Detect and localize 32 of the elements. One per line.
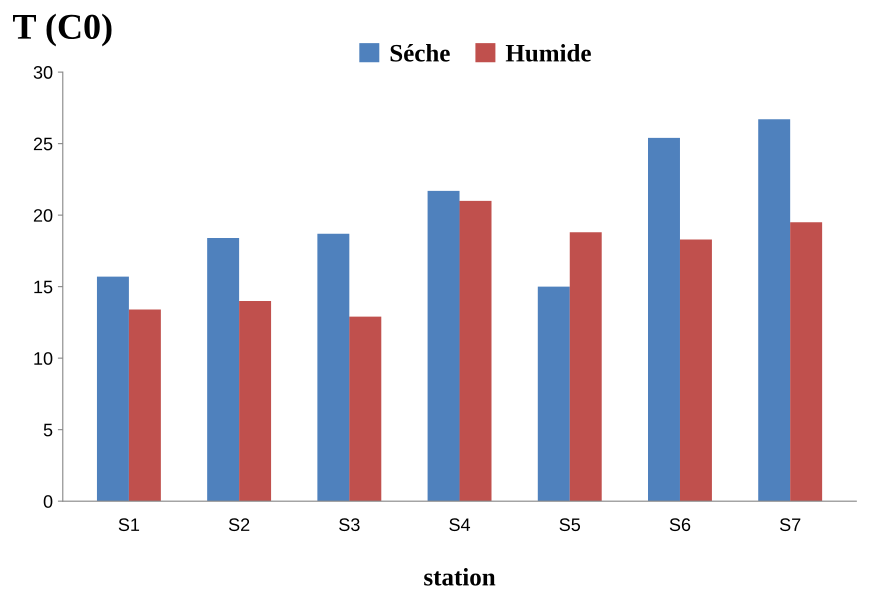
x-tick-label: S1 [118,518,140,532]
y-tick-label: 0 [44,495,52,508]
y-tick-label: 10 [34,352,52,365]
x-tick-label: S6 [670,518,690,532]
bar [758,119,790,502]
y-tick-label: 30 [34,66,52,79]
x-tick-label: S5 [560,518,580,532]
bar [570,232,602,502]
bar [538,286,570,502]
bar [207,238,240,502]
bar [428,190,460,502]
x-tick-label: S7 [780,518,800,532]
y-axis-title: T (C0) [13,14,112,46]
legend-label: Humide [506,44,591,62]
bar [128,310,161,502]
bar [96,276,129,502]
y-tick-label: 20 [34,209,52,222]
bar [648,138,680,502]
x-tick-label: S2 [228,518,250,532]
legend-label: Séche [390,44,450,62]
x-axis-title: station [424,568,496,586]
x-tick-label: S3 [339,518,360,532]
bar [317,234,350,502]
y-tick-label: 15 [34,280,52,294]
bar [790,222,822,502]
x-tick-label: S4 [449,518,470,532]
bar [680,239,712,502]
bar [239,300,272,502]
bar [349,316,382,502]
bar [460,200,492,502]
y-tick-label: 25 [34,138,52,150]
y-tick-label: 5 [44,424,52,436]
